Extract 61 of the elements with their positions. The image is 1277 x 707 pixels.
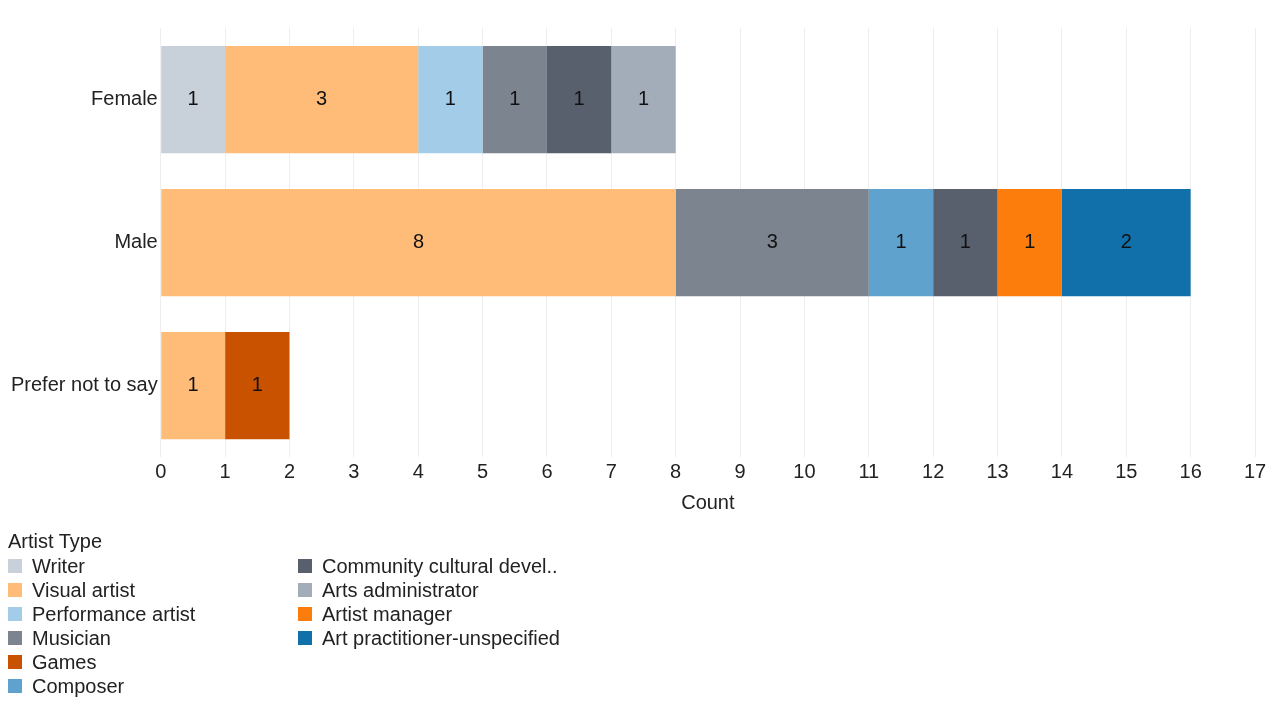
x-tick-label: 16 — [1179, 459, 1202, 482]
x-tick-label: 1 — [219, 459, 231, 482]
legend-label: Composer — [32, 675, 125, 697]
bar — [868, 188, 934, 297]
x-tick-label: 11 — [858, 459, 880, 482]
legend-label: Arts administrator — [322, 579, 479, 601]
legend-label: Art practitioner-unspecified — [322, 627, 560, 649]
bar — [161, 45, 226, 154]
bar — [418, 45, 483, 154]
x-tick-label: 12 — [922, 459, 945, 482]
y-tick-label: Female — [91, 87, 158, 110]
bar — [546, 45, 612, 154]
bar — [225, 331, 290, 440]
data-label: 1 — [444, 87, 456, 110]
bar — [161, 331, 226, 440]
legend-label: Community cultural devel.. — [322, 555, 558, 577]
x-tick-label: 10 — [793, 459, 816, 482]
data-label: 1 — [895, 230, 907, 253]
bar — [482, 45, 547, 154]
data-label: 1 — [1024, 230, 1036, 253]
x-tick-label: 5 — [477, 459, 489, 482]
data-label: 8 — [412, 230, 425, 253]
x-tick-label: 17 — [1243, 459, 1267, 482]
x-tick-label: 9 — [734, 459, 746, 482]
x-axis-title: Count — [681, 490, 735, 513]
data-label: 2 — [1120, 230, 1132, 253]
legend-title: Artist Type — [8, 530, 104, 552]
bar — [611, 45, 676, 154]
legend-label: Musician — [32, 627, 111, 649]
x-tick-label: 4 — [412, 459, 424, 482]
bar — [675, 188, 869, 297]
data-label: 1 — [187, 87, 199, 110]
data-label: 1 — [509, 87, 521, 110]
data-label: 1 — [573, 87, 585, 110]
legend-label: Writer — [32, 555, 85, 577]
bar — [225, 45, 419, 154]
bar — [1061, 188, 1191, 297]
legend-label: Visual artist — [32, 579, 136, 601]
x-tick-label: 15 — [1115, 459, 1138, 482]
bar — [997, 188, 1062, 297]
x-tick-label: 13 — [986, 459, 1009, 482]
y-tick-label: Prefer not to say — [10, 373, 158, 396]
data-label: 3 — [316, 87, 328, 110]
data-label: 1 — [637, 87, 650, 110]
x-tick-label: 0 — [155, 459, 167, 482]
bar — [161, 188, 676, 297]
y-tick-label: Male — [114, 230, 158, 253]
x-tick-label: 14 — [1050, 459, 1074, 482]
data-label: 1 — [959, 230, 971, 253]
x-tick-label: 2 — [283, 459, 296, 482]
x-tick-label: 6 — [541, 459, 553, 482]
bar — [933, 188, 998, 297]
x-tick-label: 3 — [348, 459, 360, 482]
legend-label: Artist manager — [322, 603, 453, 625]
x-tick-label: 8 — [670, 459, 682, 482]
x-tick-label: 7 — [605, 459, 617, 482]
data-label: 3 — [766, 230, 778, 253]
legend-label: Games — [32, 651, 97, 673]
data-label: 1 — [187, 373, 199, 396]
legend-label: Performance artist — [32, 603, 196, 625]
data-label: 1 — [251, 373, 263, 396]
